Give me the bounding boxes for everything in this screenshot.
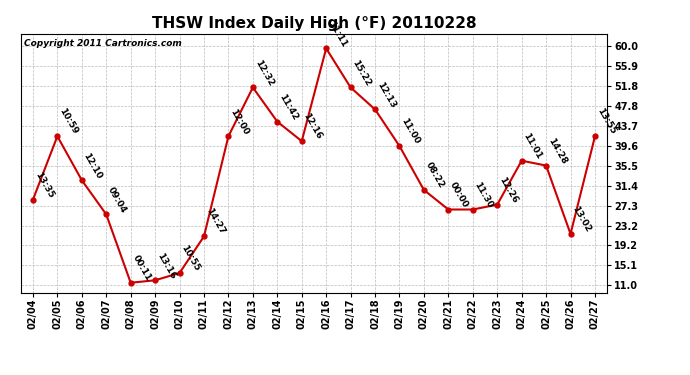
Text: 11:42: 11:42 — [277, 92, 299, 122]
Text: 10:59: 10:59 — [57, 107, 79, 136]
Text: 12:16: 12:16 — [302, 112, 324, 141]
Text: 13:16: 13:16 — [155, 251, 177, 280]
Text: 15:22: 15:22 — [351, 58, 373, 87]
Text: 14:28: 14:28 — [546, 136, 569, 166]
Text: 11:00: 11:00 — [400, 117, 422, 146]
Text: 11:01: 11:01 — [522, 132, 544, 160]
Text: 13:02: 13:02 — [571, 205, 593, 234]
Text: 08:22: 08:22 — [424, 161, 446, 190]
Text: Copyright 2011 Cartronics.com: Copyright 2011 Cartronics.com — [23, 39, 181, 48]
Text: 10:55: 10:55 — [179, 244, 201, 273]
Text: 14:27: 14:27 — [204, 207, 226, 236]
Text: 13:35: 13:35 — [33, 171, 55, 200]
Text: 11:30: 11:30 — [473, 180, 495, 210]
Text: 00:11: 00:11 — [130, 254, 152, 283]
Text: 13:55: 13:55 — [595, 107, 617, 136]
Text: 12:32: 12:32 — [253, 58, 275, 87]
Text: 12:00: 12:00 — [228, 107, 250, 136]
Text: 11:11: 11:11 — [326, 19, 348, 48]
Text: 09:04: 09:04 — [106, 185, 128, 214]
Text: 00:00: 00:00 — [448, 181, 470, 210]
Text: 12:10: 12:10 — [82, 151, 104, 180]
Text: 12:13: 12:13 — [375, 80, 397, 110]
Title: THSW Index Daily High (°F) 20110228: THSW Index Daily High (°F) 20110228 — [152, 16, 476, 31]
Text: 12:26: 12:26 — [497, 176, 520, 205]
